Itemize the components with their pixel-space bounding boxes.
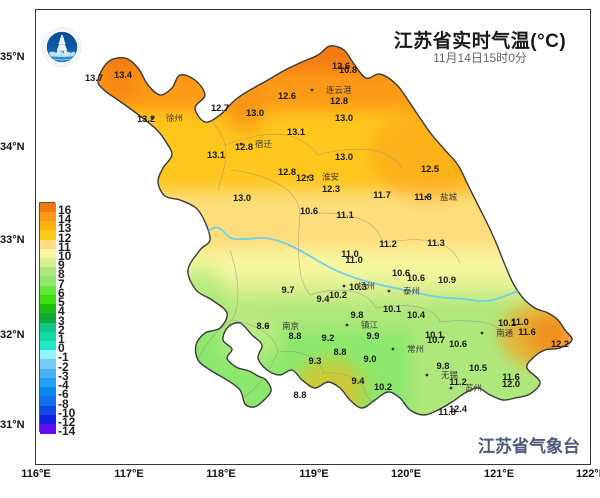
- svg-text:12.2: 12.2: [551, 339, 569, 349]
- svg-text:10.5: 10.5: [469, 363, 487, 373]
- svg-text:9.3: 9.3: [309, 356, 322, 366]
- svg-text:12.3: 12.3: [322, 184, 340, 194]
- svg-text:13.0: 13.0: [335, 152, 353, 162]
- svg-text:12.5: 12.5: [421, 164, 439, 174]
- svg-text:12.4: 12.4: [449, 404, 468, 414]
- svg-text:连云港: 连云港: [326, 85, 352, 95]
- svg-text:9.7: 9.7: [282, 285, 295, 295]
- svg-text:9.8: 9.8: [351, 310, 364, 320]
- svg-text:11.8: 11.8: [414, 192, 432, 202]
- svg-text:10.4: 10.4: [407, 310, 426, 320]
- svg-text:13.0: 13.0: [335, 113, 353, 123]
- svg-text:苏州: 苏州: [465, 383, 482, 393]
- svg-text:10.6: 10.6: [449, 339, 467, 349]
- svg-text:无锡: 无锡: [441, 370, 459, 380]
- svg-text:10.6: 10.6: [407, 273, 425, 283]
- svg-text:10.6: 10.6: [300, 206, 318, 216]
- svg-text:10.9: 10.9: [438, 275, 456, 285]
- svg-text:10.1: 10.1: [383, 304, 401, 314]
- svg-text:泰州: 泰州: [403, 286, 420, 296]
- svg-text:10.2: 10.2: [329, 290, 347, 300]
- svg-text:11.7: 11.7: [373, 190, 391, 200]
- svg-text:12.8: 12.8: [330, 96, 348, 106]
- svg-text:10.8: 10.8: [339, 65, 357, 75]
- svg-text:镇江: 镇江: [361, 320, 379, 330]
- svg-text:13.0: 13.0: [246, 108, 264, 118]
- svg-text:13.0: 13.0: [233, 193, 251, 203]
- svg-text:11.2: 11.2: [379, 239, 397, 249]
- svg-text:9.9: 9.9: [367, 331, 380, 341]
- svg-text:8.8: 8.8: [294, 390, 307, 400]
- svg-text:宿迁: 宿迁: [255, 139, 273, 149]
- svg-text:盐城: 盐城: [440, 192, 458, 202]
- svg-text:9.2: 9.2: [322, 333, 335, 343]
- svg-text:扬州: 扬州: [358, 281, 375, 291]
- svg-text:9.0: 9.0: [364, 354, 377, 364]
- svg-text:11.0: 11.0: [341, 249, 359, 259]
- svg-text:10.7: 10.7: [427, 335, 445, 345]
- svg-text:12.8: 12.8: [278, 167, 296, 177]
- svg-text:12.6: 12.6: [278, 91, 296, 101]
- svg-text:常州: 常州: [407, 344, 424, 354]
- svg-text:南通: 南通: [496, 328, 514, 338]
- svg-text:12.3: 12.3: [296, 173, 314, 183]
- svg-text:11.0: 11.0: [511, 317, 529, 327]
- svg-text:13.7: 13.7: [85, 73, 103, 83]
- svg-text:11.6: 11.6: [518, 327, 536, 337]
- svg-text:徐州: 徐州: [166, 113, 183, 123]
- svg-text:11.3: 11.3: [427, 238, 445, 248]
- svg-text:11.1: 11.1: [336, 210, 354, 220]
- svg-text:南京: 南京: [282, 321, 299, 331]
- svg-text:8.8: 8.8: [334, 347, 347, 357]
- svg-text:12.0: 12.0: [502, 379, 520, 389]
- svg-text:13.1: 13.1: [207, 150, 225, 160]
- svg-text:13.4: 13.4: [114, 70, 133, 80]
- svg-text:10.2: 10.2: [374, 382, 392, 392]
- svg-text:8.8: 8.8: [289, 331, 302, 341]
- svg-text:12.8: 12.8: [235, 142, 253, 152]
- svg-text:13.1: 13.1: [287, 127, 305, 137]
- svg-text:淮安: 淮安: [322, 172, 339, 182]
- svg-text:12.7: 12.7: [211, 103, 229, 113]
- svg-text:9.4: 9.4: [352, 376, 366, 386]
